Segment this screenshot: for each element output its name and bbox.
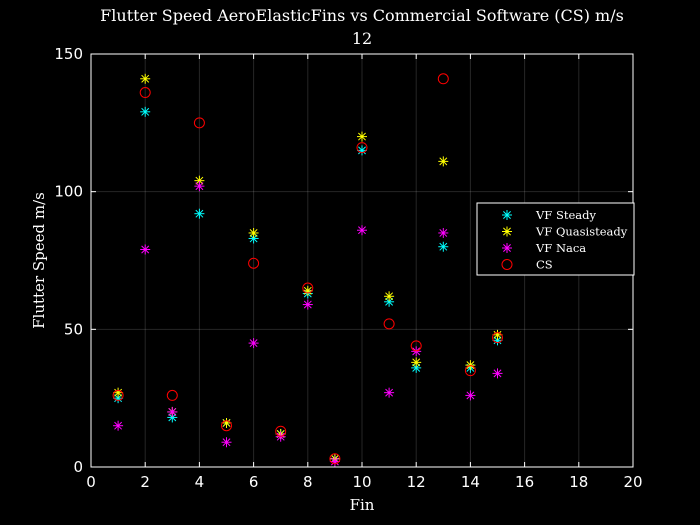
data-point <box>302 282 314 294</box>
data-point <box>384 291 395 302</box>
y-tick-label: 0 <box>73 458 83 476</box>
data-point <box>492 329 503 340</box>
data-marks <box>112 73 503 467</box>
y-tick-label: 50 <box>64 320 83 338</box>
y-tick-label: 100 <box>54 183 83 201</box>
data-point <box>140 73 151 84</box>
data-point <box>357 145 367 156</box>
legend-label: VF Naca <box>535 241 586 255</box>
series-3 <box>112 73 503 465</box>
data-point <box>356 142 368 154</box>
x-tick-label: 6 <box>249 473 259 491</box>
legend-marker <box>502 243 512 253</box>
chart-subtitle: 12 <box>352 29 372 48</box>
data-point <box>140 106 151 117</box>
data-point <box>465 390 476 401</box>
x-tick-label: 10 <box>352 473 371 491</box>
data-point <box>221 417 232 428</box>
data-point <box>492 332 503 344</box>
data-point <box>302 285 313 296</box>
x-tick-label: 0 <box>86 473 96 491</box>
data-point <box>275 425 287 437</box>
data-point <box>275 431 286 442</box>
data-point <box>329 456 340 467</box>
x-tick-label: 18 <box>569 473 588 491</box>
x-tick-label: 4 <box>195 473 205 491</box>
x-tick-label: 12 <box>407 473 426 491</box>
x-tick-label: 16 <box>515 473 534 491</box>
legend-marker <box>502 210 512 220</box>
x-axis-label: Fin <box>350 496 375 514</box>
chart-title: Flutter Speed AeroElasticFins vs Commerc… <box>100 6 624 25</box>
data-point <box>438 156 449 167</box>
data-point <box>329 453 341 465</box>
y-tick-label: 150 <box>54 45 83 63</box>
axis-ticks: 0 2 4 6 8 10 12 14 16 18 20 0 50 100 150 <box>54 45 642 491</box>
data-point <box>248 257 260 269</box>
data-point <box>113 420 124 431</box>
data-point <box>357 225 367 236</box>
data-point <box>383 318 395 330</box>
x-tick-label: 8 <box>303 473 313 491</box>
legend-label: CS <box>536 258 553 272</box>
data-point <box>166 389 178 401</box>
data-point <box>139 87 151 99</box>
data-point <box>167 406 178 417</box>
data-point <box>438 241 449 252</box>
data-point <box>221 420 232 432</box>
data-point <box>464 365 476 377</box>
legend-marker <box>501 259 513 270</box>
x-tick-label: 2 <box>140 473 150 491</box>
data-point <box>221 437 232 448</box>
data-point <box>248 338 259 349</box>
data-point <box>384 387 395 398</box>
data-point <box>357 131 367 142</box>
data-point <box>302 299 313 310</box>
data-point <box>410 340 422 352</box>
data-point <box>411 357 422 368</box>
data-point <box>140 244 151 255</box>
y-axis-label: Flutter Speed m/s <box>30 192 48 329</box>
data-point <box>465 360 476 371</box>
legend-marker <box>502 226 512 237</box>
series-2 <box>113 181 503 467</box>
data-point <box>411 346 422 357</box>
x-tick-label: 14 <box>461 473 480 491</box>
legend-label: VF Quasisteady <box>535 225 628 239</box>
data-point <box>437 73 449 85</box>
data-point <box>113 387 124 398</box>
data-point <box>438 227 449 238</box>
data-point <box>194 208 205 219</box>
data-point <box>248 227 259 238</box>
data-point <box>492 368 503 379</box>
data-point <box>194 181 205 192</box>
legend: VF Steady VF Quasisteady VF Naca CS <box>476 202 635 276</box>
data-point <box>112 389 124 401</box>
x-tick-label: 20 <box>623 473 642 491</box>
legend-label: VF Steady <box>535 208 596 222</box>
data-point <box>193 117 205 129</box>
